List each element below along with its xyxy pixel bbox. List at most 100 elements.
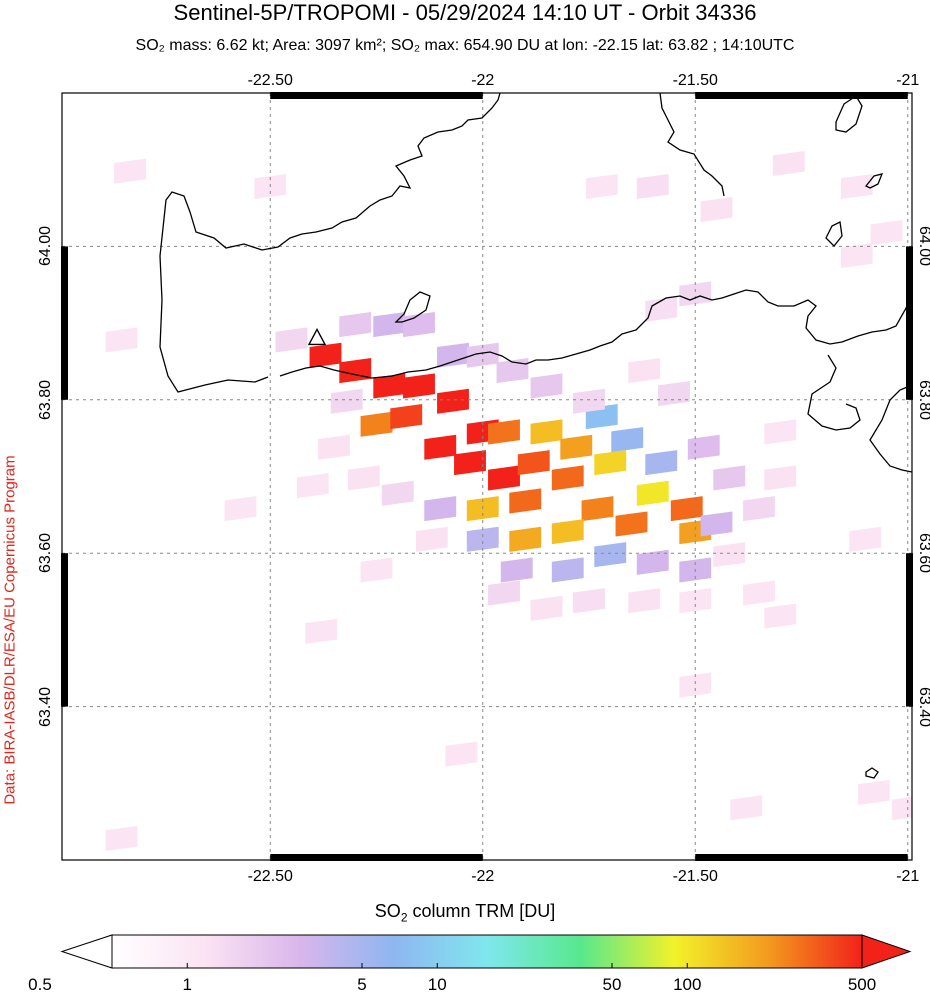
lat-tick-label-left: 63.60 [37,533,54,574]
coast-inlet [807,354,861,431]
so2-pixel [360,557,393,583]
so2-pixel [551,465,584,491]
so2-pixel [679,281,712,307]
colorbar-extend-high [861,934,912,969]
volcano-triangle-marker [307,327,327,346]
so2-pixel [309,342,342,368]
so2-pixel [870,219,903,246]
so2-pixel [390,404,423,430]
so2-pixel [679,672,712,698]
so2-pixel [636,549,669,575]
so2-pixel [403,312,435,338]
frame-bar-bottom [695,854,908,861]
colorbar [60,934,912,969]
so2-pixel [330,388,363,414]
lon-tick-label-bottom: -21 [896,868,920,885]
so2-pixel [488,465,520,491]
so2-pixel [922,458,930,483]
so2-pixel [687,434,720,460]
east-coast [869,384,912,473]
so2-pixel [615,511,648,537]
south-coast [279,289,912,379]
so2-pixel [730,795,763,821]
reykjanes-peninsula-coast [159,93,501,393]
so2-pixel [105,327,138,353]
so2-pixel [424,434,457,460]
so2-pixel [530,419,563,445]
colorbar-tick-label: 0.5 [28,975,52,994]
so2-pixel [743,580,775,606]
so2-pixel [466,526,499,552]
map-border [61,92,913,861]
colorbar-tick-label: 10 [427,975,447,994]
so2-pixel [840,173,873,200]
frame-bar-right [906,553,913,707]
lake-islet-3 [864,173,884,189]
so2-pixel [585,173,618,200]
so2-pixel [496,358,529,384]
so2-pixel [454,450,486,476]
lat-tick-label-left: 63.80 [37,379,54,420]
lon-tick-label-top: -21.50 [672,72,718,89]
so2-pixel [347,465,380,491]
colorbar-body [111,934,863,969]
so2-pixel [700,196,733,223]
so2-pixel [764,419,797,445]
so2-pixel [339,358,372,384]
so2-pixel [679,588,712,614]
lake-islet-5 [825,221,843,247]
so2-pixel [700,511,733,537]
lat-tick-label-right: 63.40 [916,686,930,727]
lat-tick-label-left: 64.00 [37,226,54,267]
so2-pixel-layer [105,150,930,851]
so2-pixel [743,496,775,522]
so2-pixel [857,779,890,805]
map-frame [61,92,913,861]
so2-pixel [114,158,146,184]
so2-pixel [275,327,308,353]
so2-pixel [628,358,661,384]
colorbar-title: SO2 column TRM [DU] [0,900,930,929]
frame-bar-right [906,246,913,400]
so2-pixel [645,296,678,322]
colorbar-extend-low [60,934,113,969]
so2-pixel [573,388,605,414]
lon-tick-label-bottom: -22.50 [247,868,293,885]
page-title: Sentinel-5P/TROPOMI - 05/29/2024 14:10 U… [173,0,757,25]
so2-pixel [530,373,563,399]
so2-pixel [849,526,882,552]
colorbar-tick-label: 5 [357,975,367,994]
so2-pixel [105,825,138,851]
colorbar-tick-label: 500 [847,975,877,994]
lon-tick-label-top: -22 [471,72,495,89]
colorbar-title-prefix: SO [374,901,401,921]
lake-islet-1 [394,291,431,323]
so2-pixel [415,526,448,552]
so2-pixel [551,519,584,545]
so2-pixel [373,312,406,338]
lake-islet-2 [835,95,863,133]
so2-pixel [926,650,930,675]
so2-pixel [360,411,393,437]
so2-pixel [305,618,338,644]
so2-pixel [581,496,614,522]
colorbar-title-sub: 2 [400,910,408,925]
so2-pixel [466,342,499,368]
lon-tick-label-bottom: -22 [471,868,495,885]
grid-lines [62,93,912,860]
so2-pixel [517,450,550,476]
so2-pixel [437,342,469,368]
so2-pixel [713,542,746,568]
so2-pixel [611,427,644,453]
so2-pixel [636,173,669,200]
so2-pixel [403,373,435,399]
lon-tick-label-top: -21 [896,72,920,89]
frame-bar-top [270,92,483,99]
frame-bar-left [61,246,68,400]
so2-pixel [645,450,678,476]
lat-tick-label-right: 64.00 [916,226,930,267]
so2-pixel [764,603,797,629]
coastline [159,93,912,779]
so2-pixel [509,488,542,514]
frame-bar-top [695,92,908,99]
